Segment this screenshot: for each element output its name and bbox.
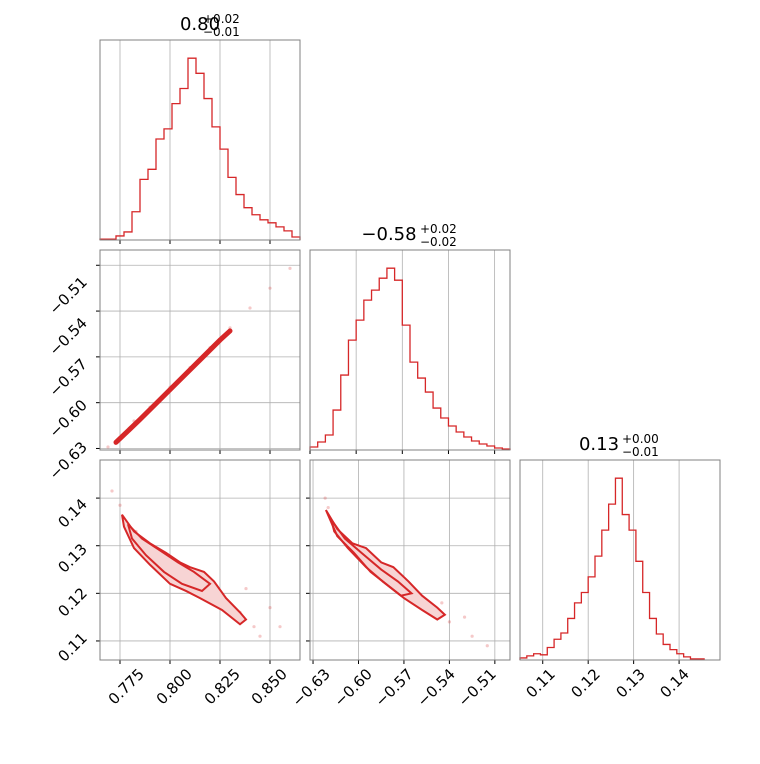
panel-frame	[99, 39, 301, 241]
title-p3-value: 0.13	[579, 434, 619, 455]
p2-xtick-label: −0.51	[455, 665, 500, 710]
p2-ytick-label: −0.60	[46, 396, 91, 441]
panel-hist-p2	[309, 249, 511, 454]
panel-frame	[309, 249, 511, 451]
scatter-point	[278, 625, 282, 629]
scatter-point	[106, 445, 110, 449]
title-p1-value: 0.80	[180, 14, 220, 35]
p3-xtick-label: 0.13	[612, 665, 648, 701]
scatter-point	[268, 286, 272, 290]
scatter-point	[470, 634, 474, 638]
p3-xtick-label: 0.11	[522, 665, 558, 701]
title-p2-minus: −0.02	[420, 235, 457, 249]
panel-frame	[99, 459, 301, 661]
title-p3-plus: +0.00	[622, 432, 659, 446]
p3-xticks: 0.11 0.12 0.13 0.14	[522, 665, 692, 701]
scatter-point	[248, 306, 252, 310]
density-contour	[127, 523, 212, 593]
p1-xtick-label: 0.800	[153, 665, 196, 708]
density-contour-band	[113, 328, 233, 445]
scatter-point	[252, 625, 256, 629]
panels-layer	[96, 39, 721, 664]
p3-xtick-label: 0.12	[567, 665, 603, 701]
scatter-point	[258, 634, 262, 638]
scatter-point	[288, 266, 292, 270]
p3-ytick-label: 0.14	[54, 495, 90, 531]
scatter-point	[323, 496, 327, 500]
p2-xtick-label: −0.60	[331, 665, 376, 710]
p3-yticks: 0.14 0.13 0.12 0.11	[54, 495, 90, 665]
p2-ytick-label: −0.54	[46, 314, 91, 359]
panel-corr-p1-p2	[96, 249, 301, 454]
p2-xtick-label: −0.57	[372, 665, 417, 710]
p3-ytick-label: 0.13	[54, 540, 90, 576]
title-p2-plus: +0.02	[420, 222, 457, 236]
p2-yticks: −0.51 −0.54 −0.57 −0.60 −0.63	[46, 273, 91, 483]
scatter-point	[326, 506, 330, 510]
panel-hist-p3	[519, 459, 721, 664]
p2-xtick-label: −0.63	[289, 665, 334, 710]
p1-xticks: 0.775 0.800 0.825 0.850	[105, 665, 291, 708]
scatter-point	[268, 606, 272, 610]
title-p2-value: −0.58	[361, 224, 416, 245]
density-contour	[121, 514, 248, 626]
scatter-point	[244, 586, 248, 591]
p2-xticks: −0.63 −0.60 −0.57 −0.54 −0.51	[289, 665, 500, 710]
title-p3: 0.13	[579, 434, 619, 455]
title-p1-minus: −0.01	[203, 25, 240, 39]
scatter-point	[440, 601, 444, 605]
p3-ytick-label: 0.12	[54, 584, 90, 620]
p3-xtick-label: 0.14	[656, 665, 692, 701]
p2-xtick-label: −0.54	[414, 665, 459, 710]
p2-ytick-label: −0.63	[46, 438, 91, 483]
histogram-step-line	[309, 267, 511, 450]
scatter-point	[447, 620, 451, 624]
density-contour	[324, 509, 447, 621]
title-p2: −0.58	[361, 224, 416, 245]
scatter-point	[485, 644, 489, 648]
p1-xtick-label: 0.850	[248, 665, 291, 708]
p2-ytick-label: −0.51	[46, 273, 91, 318]
title-p1-plus: +0.02	[203, 12, 240, 26]
scatter-point	[110, 489, 114, 493]
scatter-point	[118, 503, 122, 507]
p1-xtick-label: 0.825	[201, 665, 244, 708]
p3-ytick-label: 0.11	[54, 629, 90, 665]
density-contour	[330, 518, 414, 597]
panel-frame	[99, 249, 301, 451]
panel-corr-p2-p3	[306, 459, 511, 664]
p2-ytick-label: −0.57	[46, 355, 91, 400]
histogram-step-line	[99, 57, 301, 240]
title-p3-minus: −0.01	[622, 445, 659, 459]
panel-hist-p1	[99, 39, 301, 244]
histogram-step-line	[519, 477, 705, 660]
p1-xtick-label: 0.775	[105, 665, 148, 708]
panel-frame	[519, 459, 721, 661]
title-p1: 0.80	[180, 14, 220, 35]
panel-frame	[309, 459, 511, 661]
scatter-point	[462, 615, 467, 619]
panel-corr-p1-p3	[96, 459, 301, 664]
